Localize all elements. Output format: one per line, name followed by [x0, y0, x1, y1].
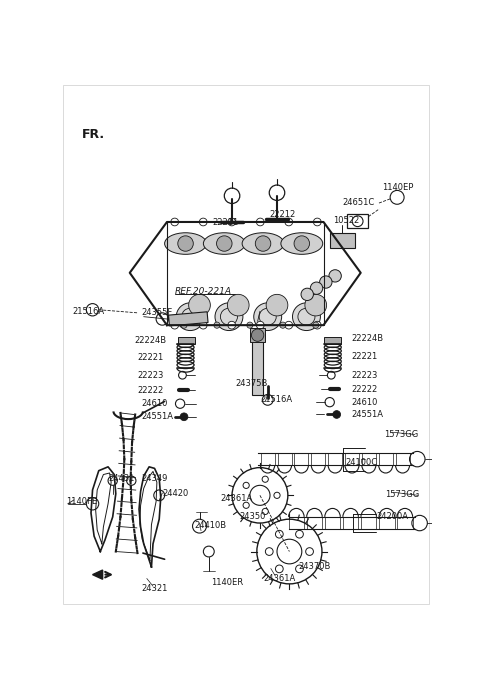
Bar	[324, 338, 340, 344]
Circle shape	[262, 508, 268, 514]
Text: 1573GG: 1573GG	[385, 490, 420, 499]
Text: 22223: 22223	[351, 371, 378, 380]
Bar	[178, 338, 195, 344]
Text: 24361A: 24361A	[263, 574, 295, 583]
Circle shape	[252, 329, 264, 341]
Polygon shape	[93, 570, 103, 579]
Circle shape	[265, 548, 273, 555]
Circle shape	[254, 303, 282, 331]
Circle shape	[280, 322, 286, 328]
Text: 10522: 10522	[334, 216, 360, 225]
Text: 24420: 24420	[162, 488, 189, 498]
Circle shape	[276, 531, 283, 538]
Circle shape	[329, 269, 341, 282]
Circle shape	[178, 236, 193, 251]
Text: 24410B: 24410B	[195, 521, 227, 530]
Circle shape	[262, 476, 268, 482]
Circle shape	[333, 411, 340, 418]
Circle shape	[312, 322, 319, 328]
Circle shape	[181, 322, 187, 328]
Text: 24551A: 24551A	[142, 413, 173, 421]
Text: 24375B: 24375B	[235, 379, 267, 388]
Text: 24200A: 24200A	[376, 512, 408, 520]
Circle shape	[228, 218, 236, 226]
Circle shape	[256, 321, 264, 329]
Text: 22212: 22212	[269, 210, 296, 219]
Circle shape	[189, 295, 210, 316]
Text: 1573GG: 1573GG	[384, 430, 418, 439]
Circle shape	[285, 218, 293, 226]
Text: 24370B: 24370B	[298, 563, 330, 572]
Circle shape	[228, 321, 236, 329]
Text: FR.: FR.	[82, 128, 105, 140]
Text: 22221: 22221	[351, 352, 378, 361]
Text: 21516A: 21516A	[260, 396, 292, 404]
Circle shape	[266, 295, 288, 316]
Circle shape	[292, 303, 321, 331]
Circle shape	[313, 218, 321, 226]
Circle shape	[215, 303, 243, 331]
Circle shape	[214, 322, 220, 328]
Bar	[168, 312, 208, 326]
Circle shape	[313, 321, 321, 329]
Text: 1140ER: 1140ER	[211, 578, 243, 587]
Text: 24610: 24610	[142, 399, 168, 409]
Text: 24610: 24610	[351, 398, 378, 406]
Text: REF.20-221A: REF.20-221A	[175, 286, 232, 296]
Circle shape	[199, 321, 207, 329]
Ellipse shape	[204, 233, 245, 254]
Ellipse shape	[165, 233, 206, 254]
Text: 24361A: 24361A	[220, 494, 252, 503]
Circle shape	[171, 218, 179, 226]
Circle shape	[247, 322, 253, 328]
Text: 22222: 22222	[137, 386, 164, 395]
Bar	[330, 233, 355, 248]
Circle shape	[301, 288, 313, 301]
Text: 22221: 22221	[137, 353, 164, 362]
Circle shape	[243, 482, 249, 488]
Circle shape	[256, 218, 264, 226]
Bar	[252, 340, 263, 396]
Text: 24431: 24431	[109, 474, 135, 483]
Bar	[250, 328, 265, 342]
Text: 1140EP: 1140EP	[382, 183, 413, 192]
Circle shape	[216, 236, 232, 251]
Circle shape	[243, 502, 249, 508]
Text: 24651C: 24651C	[343, 198, 375, 207]
Circle shape	[255, 236, 271, 251]
Text: 1140FE: 1140FE	[66, 497, 97, 506]
Ellipse shape	[281, 233, 323, 254]
Text: 22224B: 22224B	[351, 333, 384, 343]
Text: 22211: 22211	[212, 218, 238, 227]
Circle shape	[296, 565, 303, 573]
Circle shape	[320, 276, 332, 288]
Circle shape	[296, 531, 303, 538]
Circle shape	[274, 492, 280, 499]
Text: 24350: 24350	[240, 512, 266, 520]
Ellipse shape	[242, 233, 284, 254]
Text: 24355F: 24355F	[142, 308, 173, 317]
Circle shape	[176, 303, 204, 331]
Circle shape	[171, 321, 179, 329]
Text: 22223: 22223	[137, 372, 164, 381]
Circle shape	[311, 282, 323, 295]
Circle shape	[305, 295, 326, 316]
Bar	[347, 214, 369, 228]
Text: 24100C: 24100C	[345, 458, 377, 466]
Text: 22224B: 22224B	[134, 336, 167, 345]
Text: 22222: 22222	[351, 385, 378, 394]
Circle shape	[228, 295, 249, 316]
Text: 21516A: 21516A	[72, 307, 105, 316]
Circle shape	[180, 413, 188, 421]
Text: 24349: 24349	[142, 474, 168, 483]
Circle shape	[199, 218, 207, 226]
Circle shape	[276, 565, 283, 573]
Circle shape	[294, 236, 310, 251]
Circle shape	[285, 321, 293, 329]
Circle shape	[306, 548, 313, 555]
Text: 24321: 24321	[142, 584, 168, 593]
Text: 24551A: 24551A	[351, 410, 384, 419]
